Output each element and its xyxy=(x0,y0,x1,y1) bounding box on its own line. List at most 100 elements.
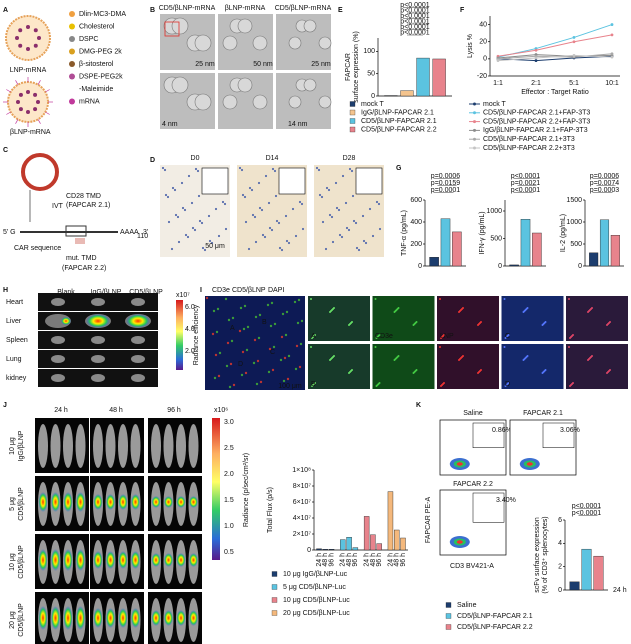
y-tick-label: 400 xyxy=(410,219,422,226)
bar xyxy=(316,548,322,551)
nucleus xyxy=(177,240,181,244)
nucleus xyxy=(335,206,339,210)
fluor-dot xyxy=(218,351,222,355)
y-tick-label: 8×10⁷ xyxy=(293,483,312,490)
region-label: A xyxy=(230,325,235,332)
nucleus xyxy=(291,207,295,211)
bar xyxy=(599,219,610,267)
signal xyxy=(63,492,73,512)
nucleus xyxy=(244,220,248,224)
bar xyxy=(370,534,376,551)
colorbar-tick: 4.0 xyxy=(185,326,195,333)
bar xyxy=(429,257,439,267)
row-label: Spleen xyxy=(6,337,28,344)
column-title: 96 h xyxy=(167,407,181,414)
y-tick-label: 0 xyxy=(498,263,502,270)
tem-particle xyxy=(252,94,268,110)
gate xyxy=(542,422,575,448)
legend-marker xyxy=(473,146,476,150)
legend-entry: CD5/βLNP-FAPCAR 2.1+3T3 xyxy=(483,136,575,143)
fluor-dot xyxy=(544,369,547,371)
fluor-dot xyxy=(526,307,529,309)
nucleus xyxy=(318,193,322,197)
fluor-dot xyxy=(295,344,299,348)
fluor-dot xyxy=(211,332,215,336)
fluor-dot xyxy=(224,297,228,301)
component-label: -Maleimide xyxy=(79,86,113,93)
y-axis-label: (% of CD3⁺ splenocytes) xyxy=(542,516,549,593)
particle xyxy=(7,81,49,123)
organ xyxy=(51,355,65,363)
y-tick-label: 0 xyxy=(307,547,311,554)
nucleus xyxy=(375,200,379,204)
fluorescence-image xyxy=(205,296,305,390)
peg xyxy=(45,111,50,115)
x-axis-label: Effector : Target Ratio xyxy=(521,89,589,96)
mrna-dot xyxy=(36,100,40,104)
bar xyxy=(509,264,519,267)
nucleus xyxy=(260,208,264,212)
x-tick-label: 24 h xyxy=(340,553,347,567)
nucleus xyxy=(351,194,355,198)
colorbar-tick: 2.0 xyxy=(185,348,195,355)
fluor-dot xyxy=(310,298,312,300)
signal xyxy=(76,549,85,571)
gate xyxy=(472,422,505,448)
signal xyxy=(131,608,140,628)
label: 5' G xyxy=(3,229,16,236)
y-tick-label: 50 xyxy=(367,71,375,78)
tem-particle xyxy=(303,78,317,92)
bar xyxy=(593,555,604,591)
panel-letter: H xyxy=(3,287,8,294)
bar xyxy=(432,58,446,97)
mrna-dot xyxy=(37,36,41,40)
bar xyxy=(532,232,542,267)
y-axis-label: surface expression (%) xyxy=(353,31,360,103)
mouse xyxy=(188,424,199,468)
fluor-dot xyxy=(255,382,259,386)
signal xyxy=(164,553,173,567)
component-icon xyxy=(69,48,75,55)
y-tick-label: 600 xyxy=(410,197,422,204)
colorbar xyxy=(212,418,220,560)
fluor-dot xyxy=(374,346,377,348)
y-tick-label: 1500 xyxy=(566,197,582,204)
point xyxy=(610,55,614,59)
p-value: p<0.0001 xyxy=(400,2,429,9)
fluor-dot xyxy=(240,373,244,377)
colorbar-tick: 6.0 xyxy=(185,304,195,311)
component-label: Cholesterol xyxy=(79,23,115,30)
y-axis-label: FAPCAR PE-A xyxy=(425,497,432,544)
x-tick-label: 5:1 xyxy=(569,80,579,87)
legend-entry: CD5/βLNP-FAPCAR 2.1+FAP-3T3 xyxy=(483,110,590,117)
nucleus xyxy=(183,208,187,212)
fluor-dot xyxy=(351,321,353,323)
nucleus xyxy=(173,188,177,192)
legend-swatch xyxy=(271,584,278,590)
column-title: βLNP-mRNA xyxy=(225,5,266,12)
label: 110 xyxy=(137,233,148,240)
colorbar-tick: 3.0 xyxy=(224,419,234,426)
column-title: Blank xyxy=(57,289,75,296)
signal xyxy=(118,608,128,628)
organ xyxy=(131,298,145,306)
nucleus xyxy=(334,181,338,185)
nucleus xyxy=(354,221,358,225)
bar xyxy=(569,581,580,591)
point xyxy=(534,48,538,52)
bar xyxy=(452,231,462,267)
mrna-dot xyxy=(26,25,30,29)
signal xyxy=(131,551,140,569)
nucleus xyxy=(285,239,289,243)
fluor-dot xyxy=(293,300,297,304)
tem-particle xyxy=(318,95,332,109)
y-tick-label: 500 xyxy=(490,235,502,242)
nucleus xyxy=(287,241,291,245)
gate-percent: 0.86% xyxy=(492,427,512,434)
mrna-dot xyxy=(18,43,23,48)
tem-particle xyxy=(222,94,238,110)
legend-entry: 10 μg CD5/βLNP-Luc xyxy=(283,597,350,604)
nucleus xyxy=(197,194,201,198)
nucleus xyxy=(171,186,175,190)
